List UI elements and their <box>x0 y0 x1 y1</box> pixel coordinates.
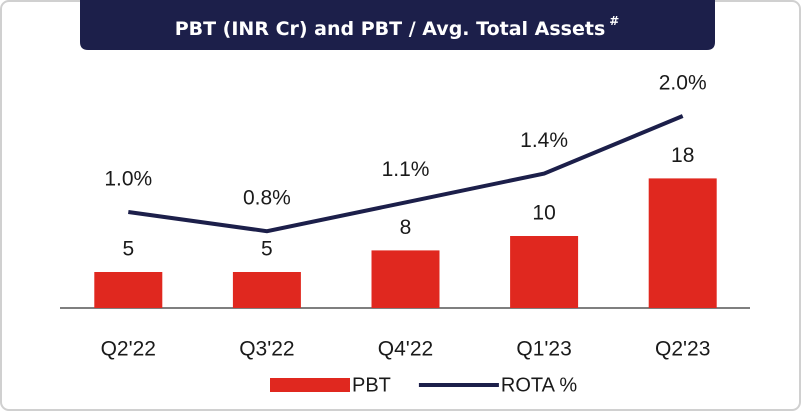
title-note: # <box>609 14 619 28</box>
legend-label: PBT <box>352 374 391 396</box>
line <box>128 114 684 234</box>
bar-value-label: 5 <box>122 238 134 261</box>
bar <box>232 272 301 308</box>
line-value-label: 1.1% <box>382 158 430 181</box>
bar-value-label: 18 <box>671 144 694 167</box>
line-value-label: 1.4% <box>520 129 568 152</box>
x-tick-label: Q2'23 <box>655 338 710 361</box>
title-text: PBT (INR Cr) and PBT / Avg. Total Assets <box>175 18 606 40</box>
bar <box>510 236 579 308</box>
chart-title: PBT (INR Cr) and PBT / Avg. Total Assets… <box>175 14 620 40</box>
x-tick-label: Q2'22 <box>101 338 156 361</box>
title-banner <box>80 0 715 50</box>
bar-value-label: 10 <box>532 202 555 225</box>
x-tick-label: Q4'22 <box>378 338 433 361</box>
x-tick-label: Q1'23 <box>516 338 571 361</box>
line-value-label: 2.0% <box>659 72 707 95</box>
bar-value-label: 5 <box>261 238 273 261</box>
x-tick-label: Q3'22 <box>239 338 294 361</box>
line-value-label: 1.0% <box>104 168 152 191</box>
bar-value-label: 8 <box>400 216 412 239</box>
bar <box>371 250 440 308</box>
bar <box>648 178 717 308</box>
bar <box>94 272 163 308</box>
line-value-label: 0.8% <box>243 187 291 210</box>
legend-label: ROTA % <box>501 374 578 396</box>
legend-swatch <box>270 378 350 392</box>
